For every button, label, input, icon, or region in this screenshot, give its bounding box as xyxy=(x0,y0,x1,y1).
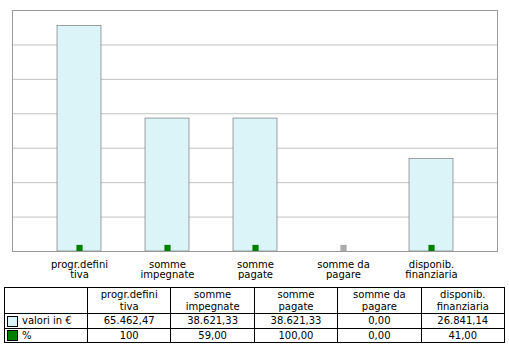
html-text:somme da pagare: somme da pagare xyxy=(353,289,406,312)
html-text:disponib. finanziaria: disponib. finanziaria xyxy=(436,289,489,312)
svg-text:somme dapagare: somme dapagare xyxy=(317,259,370,280)
html-text:0,00: 0,00 xyxy=(368,329,391,341)
html-text:valori in €: valori in € xyxy=(22,315,72,326)
html-text:38.621,33: 38.621,33 xyxy=(270,315,322,326)
html-text:progr.defini tiva: progr.defini tiva xyxy=(100,289,158,312)
html-text:41,00: 41,00 xyxy=(448,329,478,341)
html-text:26.841,14: 26.841,14 xyxy=(437,315,489,326)
html-text:somme pagate: somme pagate xyxy=(277,289,315,312)
html-text:somme impegnate: somme impegnate xyxy=(185,289,240,312)
html-text:100,00: 100,00 xyxy=(278,329,314,341)
svg-text:progr.definitiva: progr.definitiva xyxy=(51,259,108,280)
svg-text:disponib.finanziaria: disponib.finanziaria xyxy=(405,259,457,280)
html-text:100: 100 xyxy=(119,329,139,341)
svg-text:sommepagate: sommepagate xyxy=(237,259,274,280)
html-text:65.462,47: 65.462,47 xyxy=(103,315,155,326)
svg-text:sommeimpegnate: sommeimpegnate xyxy=(141,259,195,280)
html-text:38.621,33: 38.621,33 xyxy=(187,315,238,326)
html-text:59,00: 59,00 xyxy=(198,329,227,341)
html-text:0,00: 0,00 xyxy=(368,315,391,326)
